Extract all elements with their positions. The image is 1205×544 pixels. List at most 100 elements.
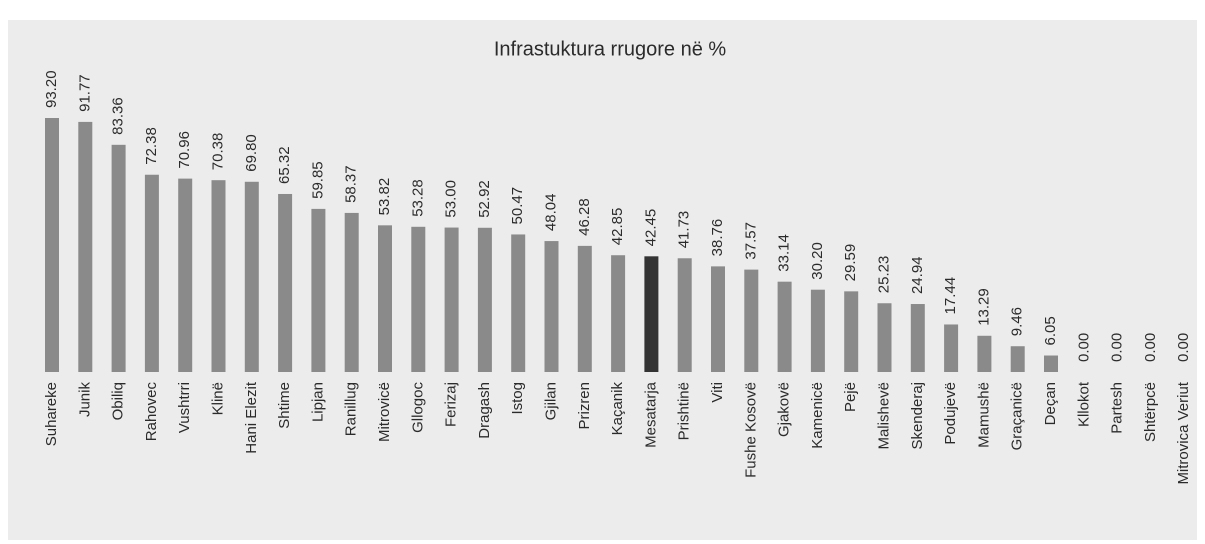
bar [544, 241, 559, 372]
x-tick-label: Partesh [1109, 382, 1126, 434]
bar [477, 227, 492, 372]
value-label: 42.85 [609, 208, 626, 246]
bar [344, 212, 359, 372]
x-tick-label: Mitrovica Veriut [1175, 381, 1192, 484]
x-tick-label: Kaçanik [609, 382, 626, 436]
bar [45, 118, 59, 372]
bar [311, 208, 326, 372]
x-tick-label: Gllogoc [409, 382, 426, 433]
bar [78, 121, 93, 372]
bar [411, 226, 426, 372]
bar [777, 281, 792, 372]
bar [511, 234, 526, 372]
value-label: 48.04 [542, 194, 559, 232]
bar [977, 335, 992, 372]
x-tick-label: Vushtrri [176, 382, 193, 433]
value-label: 0.00 [1175, 333, 1192, 362]
bar [677, 258, 692, 372]
bar [278, 193, 293, 372]
value-label: 37.57 [742, 222, 759, 260]
value-label: 42.45 [642, 209, 659, 247]
value-label: 53.82 [376, 178, 393, 216]
value-label: 33.14 [776, 234, 793, 272]
bar [944, 324, 959, 372]
value-label: 53.28 [409, 179, 426, 217]
bar [178, 178, 193, 372]
value-label: 53.00 [443, 180, 460, 218]
value-label: 93.20 [43, 70, 60, 108]
x-tick-label: Graçanicë [1009, 382, 1026, 450]
bar [910, 304, 925, 372]
x-tick-label: Rahovec [143, 382, 160, 442]
value-label: 25.23 [875, 256, 892, 294]
value-label: 46.28 [576, 198, 593, 236]
x-tick-label: Shtime [276, 382, 293, 429]
x-tick-label: Kllokot [1075, 381, 1092, 427]
x-tick-label: Junik [76, 382, 93, 418]
x-tick-label: Ferizaj [443, 382, 460, 427]
value-label: 50.47 [509, 187, 526, 225]
x-tick-label: Deçan [1042, 382, 1059, 425]
bar [1044, 355, 1058, 372]
x-tick-label: Mitrovicë [376, 382, 393, 442]
value-label: 58.37 [343, 165, 360, 203]
x-tick-label: Klinë [209, 382, 226, 415]
value-label: 52.92 [476, 180, 493, 218]
value-label: 41.73 [676, 211, 693, 249]
x-tick-label: Shtërpcë [1142, 382, 1159, 442]
value-label: 24.94 [909, 256, 926, 294]
bar [711, 266, 725, 372]
bar [378, 225, 392, 372]
chart-background [8, 20, 1197, 540]
x-tick-label: Istog [509, 382, 526, 415]
value-label: 38.76 [709, 219, 726, 257]
bar [644, 256, 659, 372]
bar [844, 291, 859, 372]
x-tick-label: Viti [709, 382, 726, 403]
x-tick-label: Pejë [842, 382, 859, 412]
bar [577, 245, 592, 372]
value-label: 69.80 [243, 134, 260, 172]
x-tick-label: Kamenicë [809, 382, 826, 449]
value-label: 70.38 [209, 133, 226, 171]
value-label: 91.77 [76, 74, 93, 112]
value-label: 0.00 [1142, 333, 1159, 362]
bar [144, 174, 159, 372]
bar [1010, 346, 1025, 372]
value-label: 65.32 [276, 146, 293, 184]
x-tick-label: Obiliq [110, 382, 127, 420]
value-label: 0.00 [1109, 333, 1126, 362]
value-label: 70.96 [176, 131, 193, 169]
bar [611, 255, 626, 372]
bar [211, 180, 226, 372]
value-label: 30.20 [809, 242, 826, 280]
value-label: 83.36 [110, 97, 127, 135]
x-tick-label: Lipjan [309, 382, 326, 422]
bar [111, 144, 126, 372]
value-label: 13.29 [975, 288, 992, 326]
chart-title: Infrastuktura rrugore në % [494, 38, 727, 60]
value-label: 17.44 [942, 277, 959, 315]
value-label: 6.05 [1042, 316, 1059, 345]
x-tick-label: Prishtinë [676, 382, 693, 440]
bar [877, 303, 892, 372]
value-label: 9.46 [1009, 307, 1026, 336]
x-tick-label: Ranillug [343, 382, 360, 436]
x-tick-label: Podujevë [942, 382, 959, 445]
x-tick-label: Malishevë [875, 382, 892, 450]
bar [444, 227, 459, 372]
value-label: 59.85 [309, 161, 326, 199]
value-label: 29.59 [842, 244, 859, 282]
bar [810, 289, 825, 372]
x-tick-label: Gjilan [542, 382, 559, 420]
x-tick-label: Skenderaj [909, 382, 926, 450]
x-tick-label: Dragash [476, 382, 493, 439]
bar [744, 269, 759, 372]
bar [244, 181, 259, 372]
value-label: 0.00 [1075, 333, 1092, 362]
x-tick-label: Hani Elezit [243, 381, 260, 454]
x-tick-label: Mesatarja [642, 381, 659, 448]
x-tick-label: Fushe Kosovë [742, 382, 759, 478]
x-tick-label: Suhareke [43, 382, 60, 446]
